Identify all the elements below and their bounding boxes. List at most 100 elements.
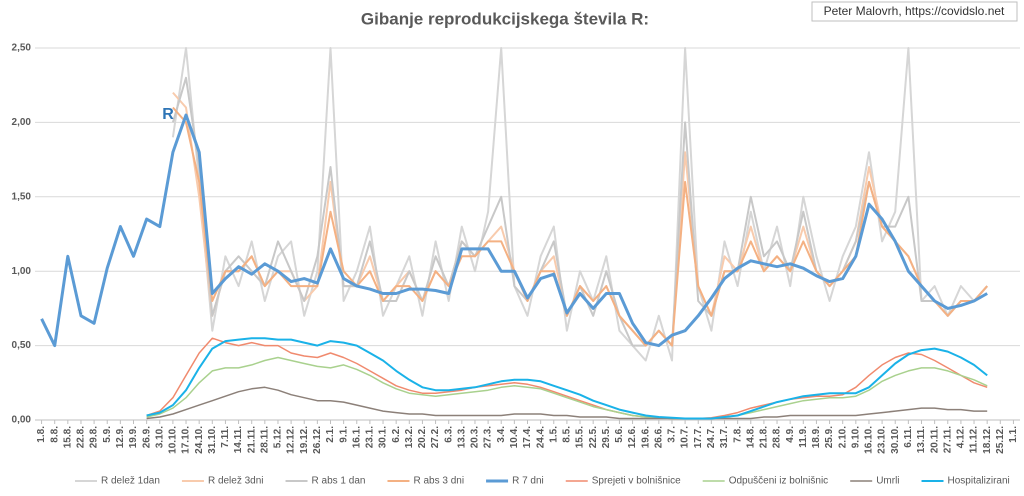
x-tick-label: 20.3. <box>470 426 481 448</box>
x-tick-label: 27.3. <box>483 426 494 448</box>
x-tick-label: 30.10. <box>890 426 901 454</box>
series-line <box>146 386 988 420</box>
x-tick-label: 26.9. <box>141 426 152 448</box>
y-tick-label: 2,00 <box>12 117 32 128</box>
credit-box <box>811 1 1018 22</box>
x-tick-label: 22.8. <box>76 426 87 448</box>
y-tick-label: 2,50 <box>12 43 32 54</box>
x-tick-label: 11.12. <box>969 426 980 453</box>
x-tick-label: 19.6. <box>640 426 651 448</box>
x-tick-label: 14.11. <box>233 426 244 453</box>
y-tick-label: 1,00 <box>12 266 32 277</box>
x-tick-label: 22.5. <box>588 426 599 448</box>
x-tick-label: 12.12. <box>286 426 297 454</box>
x-tick-label: 19.9. <box>128 426 139 448</box>
y-tick-label: 1,50 <box>12 191 32 202</box>
x-tick-label: 3.4. <box>496 426 507 443</box>
x-tick-label: 10.10. <box>168 426 179 454</box>
x-tick-label: 13.2. <box>404 426 415 448</box>
x-tick-label: 6.3. <box>443 426 454 443</box>
x-tick-label: 28.8. <box>772 426 783 448</box>
x-tick-label: 1.1. <box>1008 426 1019 443</box>
x-tick-label: 20.2. <box>417 426 428 448</box>
series-line <box>40 113 988 348</box>
x-tick-label: 21.8. <box>759 426 770 448</box>
series-line <box>146 356 988 420</box>
x-tick-label: 3.10. <box>154 426 165 448</box>
x-tick-label: 8.8. <box>49 426 60 443</box>
x-tick-label: 31.7. <box>719 426 730 448</box>
annotation: R <box>162 106 174 123</box>
legend-label: R abs 1 dan <box>312 476 366 487</box>
x-tick-label: 7.8. <box>732 426 743 443</box>
x-tick-label: 5.9. <box>102 426 113 443</box>
x-tick-label: 18.12. <box>982 426 993 454</box>
legend-label: R abs 3 dni <box>413 476 464 487</box>
x-tick-label: 27.11. <box>942 426 953 453</box>
x-tick-label: 20.11. <box>929 426 940 453</box>
x-tick-label: 25.12. <box>995 426 1006 454</box>
x-tick-label: 4.9. <box>785 426 796 443</box>
x-tick-label: 10.7. <box>680 426 691 448</box>
x-tick-label: 29.8. <box>89 426 100 448</box>
credit: Peter Malovrh, https://covidslo.net <box>824 4 1005 18</box>
x-tick-label: 15.8. <box>62 426 73 448</box>
x-tick-label: 14.8. <box>745 426 756 448</box>
x-tick-label: 19.12. <box>299 426 310 454</box>
x-tick-label: 21.11. <box>246 426 257 453</box>
x-tick-label: 17.10. <box>181 426 192 454</box>
x-tick-label: 12.9. <box>115 426 126 448</box>
x-tick-label: 16.10. <box>864 426 875 454</box>
x-tick-label: 13.3. <box>456 426 467 448</box>
x-tick-label: 11.9. <box>798 426 809 448</box>
x-tick-label: 18.9. <box>811 426 822 448</box>
x-tick-label: 24.7. <box>706 426 717 448</box>
x-tick-label: 29.5. <box>601 426 612 448</box>
x-tick-label: 9.10. <box>850 426 861 448</box>
x-tick-label: 17.4. <box>522 426 533 448</box>
x-tick-label: 23.10. <box>877 426 888 454</box>
legend-label: R delež 1dan <box>101 476 160 487</box>
x-tick-label: 5.6. <box>614 426 625 443</box>
x-tick-label: 26.6. <box>653 426 664 448</box>
x-tick-label: 24.4. <box>535 426 546 448</box>
x-tick-label: 3.7. <box>667 426 678 443</box>
x-tick-label: 17.7. <box>693 426 704 448</box>
x-tick-label: 27.2. <box>430 426 441 448</box>
x-tick-label: 25.9. <box>824 426 835 448</box>
x-tick-label: 7.11. <box>220 426 231 448</box>
x-tick-label: 30.1. <box>378 426 389 448</box>
series-line <box>146 337 988 420</box>
x-tick-label: 23.1. <box>365 426 376 448</box>
x-tick-label: 16.1. <box>351 426 362 448</box>
x-tick-label: 31.10. <box>207 426 218 454</box>
legend-label: R delež 3dni <box>208 476 264 487</box>
x-tick-label: 28.11. <box>259 426 270 453</box>
x-tick-label: 2.10. <box>837 426 848 448</box>
legend-label: Odpuščeni iz bolnišnic <box>729 476 829 487</box>
x-tick-label: 1.8. <box>36 426 47 443</box>
x-tick-label: 4.12. <box>956 426 967 448</box>
legend-label: Hospitalizirani <box>948 476 1010 487</box>
legend-label: R 7 dni <box>512 476 544 487</box>
x-tick-label: 13.11. <box>916 426 927 453</box>
x-tick-label: 8.5. <box>562 426 573 443</box>
y-tick-label: 0,50 <box>12 340 32 351</box>
x-tick-label: 6.2. <box>391 426 402 443</box>
y-tick-label: 0,00 <box>12 415 32 426</box>
x-tick-label: 24.10. <box>194 426 205 454</box>
series-line <box>171 47 988 362</box>
x-tick-label: 5.12. <box>273 426 284 448</box>
chart-title: Gibanje reprodukcijskega števila R: <box>361 9 649 28</box>
x-tick-label: 2.1. <box>325 426 336 443</box>
x-tick-label: 6.11. <box>903 426 914 448</box>
x-tick-label: 12.6. <box>627 426 638 448</box>
legend-label: Umrli <box>876 476 899 487</box>
legend-label: Sprejeti v bolnišnice <box>592 476 681 487</box>
x-tick-label: 10.4. <box>509 426 520 448</box>
x-tick-label: 1.5. <box>548 426 559 443</box>
plot-area: 0,000,501,001,502,002,501.8. 8.8. 15.8. 22.… <box>12 43 1020 454</box>
x-tick-label: 15.5. <box>575 426 586 448</box>
x-tick-label: 9.1. <box>338 426 349 443</box>
